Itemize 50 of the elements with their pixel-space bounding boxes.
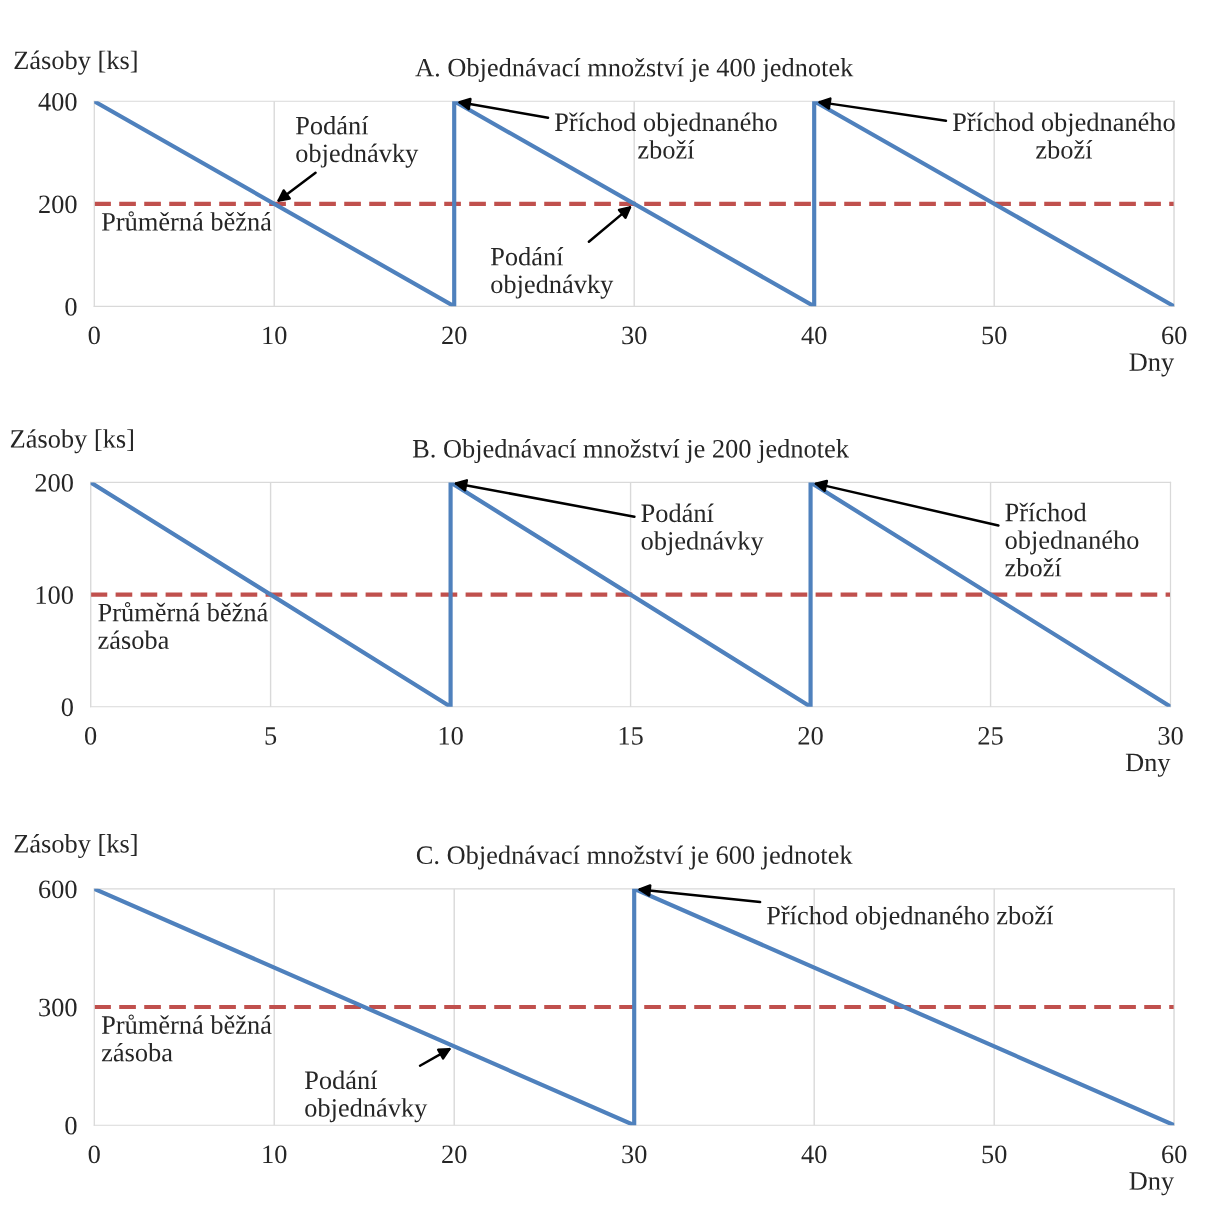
y-axis-title: Zásoby [ks] bbox=[14, 50, 137, 75]
y-tick-label: 200 bbox=[39, 195, 77, 214]
x-tick-label: 50 bbox=[982, 326, 1007, 345]
x-tick-label: 10 bbox=[439, 726, 463, 745]
annotation: Příchod objednaného zboží bbox=[1005, 502, 1139, 577]
annotation: Příchod objednaného zboží bbox=[952, 112, 1175, 159]
x-tick-label: 20 bbox=[442, 326, 467, 345]
x-tick-label: 10 bbox=[263, 326, 287, 345]
ref-line-label: Průměrná běžná zásoba bbox=[101, 1014, 272, 1062]
x-tick-label: 20 bbox=[442, 1145, 467, 1164]
x-tick-label: 30 bbox=[622, 1145, 647, 1164]
y-tick-label: 0 bbox=[61, 698, 73, 717]
x-tick-label: 40 bbox=[801, 326, 827, 345]
x-axis-title: Dny bbox=[1129, 1172, 1175, 1196]
y-axis-title: Zásoby [ks] bbox=[14, 834, 137, 859]
x-tick-label: 20 bbox=[798, 726, 823, 745]
x-tick-label: 25 bbox=[978, 727, 1003, 745]
annotation: Příchod objednaného zboží bbox=[554, 112, 777, 159]
chart-title: A. Objednávací množství je 400 jednotek bbox=[415, 57, 854, 82]
x-tick-label: 10 bbox=[263, 1145, 287, 1164]
x-tick-label: 0 bbox=[88, 326, 100, 345]
y-tick-label: 0 bbox=[65, 1116, 77, 1135]
x-tick-label: 0 bbox=[85, 726, 97, 745]
x-axis-title: Dny bbox=[1125, 753, 1171, 777]
x-tick-label: 60 bbox=[1162, 326, 1187, 345]
chart-title: C. Objednávací množství je 600 jednotek bbox=[416, 845, 853, 870]
x-tick-label: 30 bbox=[622, 326, 647, 345]
y-tick-label: 300 bbox=[39, 998, 77, 1017]
annotation: Podání objednávky bbox=[304, 1070, 428, 1123]
x-tick-label: 40 bbox=[801, 1145, 827, 1164]
x-tick-label: 5 bbox=[265, 727, 277, 745]
x-tick-label: 0 bbox=[88, 1145, 100, 1164]
annotation: Podání objednávky bbox=[641, 503, 764, 556]
x-axis-title: Dny bbox=[1129, 353, 1175, 377]
ref-line-label: Průměrná běžná bbox=[101, 211, 272, 231]
annotation: Podání objednávky bbox=[490, 246, 614, 299]
y-tick-label: 400 bbox=[38, 92, 77, 111]
x-tick-label: 30 bbox=[1158, 726, 1183, 745]
annotation: Příchod objednaného zboží bbox=[766, 905, 1054, 930]
chart-title: B. Objednávací množství je 200 jednotek bbox=[412, 439, 849, 464]
y-tick-label: 0 bbox=[65, 297, 77, 316]
annotation: Podání objednávky bbox=[295, 115, 419, 168]
ref-line-label: Průměrná běžná zásoba bbox=[98, 602, 268, 650]
y-tick-label: 100 bbox=[36, 586, 73, 604]
x-tick-label: 60 bbox=[1162, 1145, 1187, 1164]
y-tick-label: 600 bbox=[39, 880, 77, 899]
y-tick-label: 200 bbox=[35, 474, 73, 492]
x-tick-label: 15 bbox=[619, 727, 643, 745]
x-tick-label: 50 bbox=[982, 1145, 1007, 1164]
y-axis-title: Zásoby [ks] bbox=[10, 429, 133, 454]
